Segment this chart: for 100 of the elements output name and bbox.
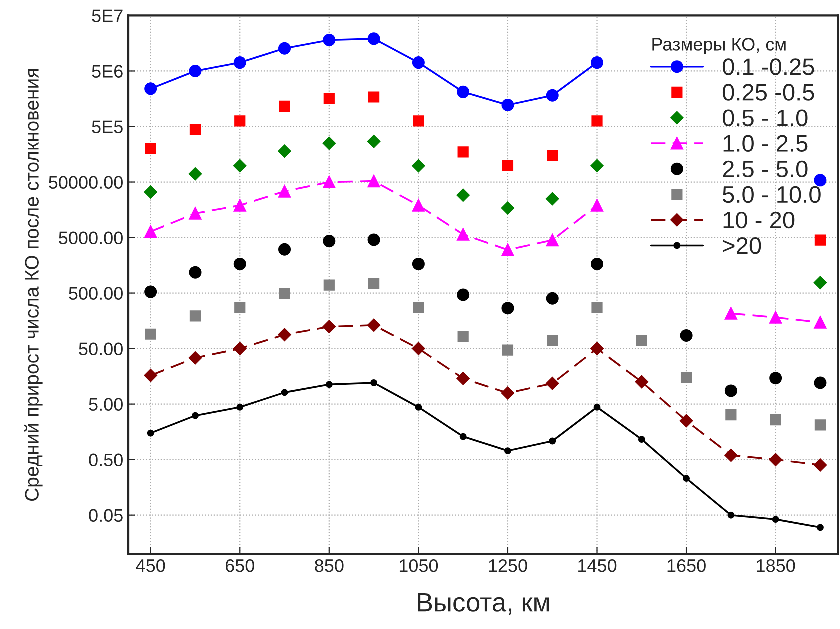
- point: [367, 135, 381, 148]
- point: [814, 376, 827, 390]
- point: [192, 412, 199, 420]
- point: [278, 185, 292, 198]
- point: [278, 42, 292, 55]
- point: [368, 175, 380, 188]
- point: [144, 186, 158, 199]
- point: [502, 244, 514, 256]
- point: [814, 174, 827, 187]
- point: [234, 302, 246, 314]
- point: [546, 234, 559, 247]
- point: [547, 150, 558, 162]
- point: [770, 311, 782, 324]
- point: [189, 207, 202, 220]
- point: [635, 375, 648, 389]
- y-tick-label: 0.50: [89, 454, 123, 467]
- y-tick-label: 5E5: [92, 120, 123, 134]
- point: [323, 34, 336, 46]
- point: [322, 136, 336, 150]
- point: [680, 329, 693, 342]
- point: [460, 433, 467, 440]
- x-tick-label: 450: [136, 559, 166, 572]
- point: [591, 199, 604, 212]
- point: [412, 199, 425, 212]
- point: [456, 188, 470, 202]
- point: [234, 159, 247, 173]
- point: [814, 316, 827, 329]
- point: [145, 143, 156, 154]
- point: [546, 89, 559, 102]
- point: [190, 124, 202, 136]
- legend-label: 0.5 - 1.0: [722, 110, 808, 126]
- point: [680, 372, 692, 384]
- point: [769, 453, 782, 466]
- point: [368, 32, 380, 46]
- point: [188, 352, 202, 365]
- x-tick-label: 1250: [489, 559, 528, 572]
- y-tick-label: 0.05: [89, 509, 123, 522]
- y-axis-title: Средний прирост числа КО после столкновения: [24, 69, 43, 501]
- point: [412, 159, 426, 173]
- point: [412, 258, 425, 270]
- point: [501, 386, 515, 400]
- point: [144, 226, 158, 238]
- point: [326, 381, 333, 388]
- point: [590, 342, 604, 356]
- point: [281, 389, 288, 396]
- point: [278, 144, 292, 158]
- point: [770, 372, 782, 385]
- point: [814, 234, 826, 246]
- point: [189, 266, 202, 279]
- point: [144, 369, 158, 382]
- point: [234, 258, 246, 270]
- point: [457, 288, 470, 302]
- point: [726, 410, 737, 421]
- x-axis-title: Высота, км: [418, 593, 550, 616]
- point: [546, 192, 560, 206]
- point: [323, 235, 336, 248]
- point: [413, 116, 424, 127]
- legend-title: Размеры КО, см: [652, 38, 786, 54]
- legend-label: 1.0 - 2.5: [724, 135, 808, 152]
- point: [502, 98, 514, 112]
- point: [594, 404, 601, 411]
- y-tick-label: 5E6: [92, 65, 123, 78]
- point: [279, 288, 290, 300]
- point: [412, 56, 425, 70]
- point: [728, 512, 735, 519]
- point: [816, 524, 824, 532]
- legend-label: 0.1 -0.25: [722, 58, 814, 76]
- point: [636, 335, 648, 346]
- point: [502, 344, 514, 356]
- point: [368, 278, 380, 290]
- point: [458, 146, 469, 158]
- point: [458, 331, 469, 342]
- point: [324, 93, 335, 104]
- point: [549, 438, 556, 445]
- point: [412, 342, 426, 356]
- point: [324, 280, 335, 291]
- point: [770, 414, 782, 426]
- point: [814, 420, 826, 431]
- y-tick-label: 5E7: [92, 10, 123, 22]
- point: [724, 307, 738, 320]
- point: [591, 258, 604, 270]
- point: [456, 372, 470, 386]
- point: [144, 82, 158, 96]
- point: [590, 159, 604, 173]
- y-tick-label: 50000.00: [49, 176, 123, 189]
- point: [638, 436, 646, 444]
- y-tick-label: 5.00: [89, 398, 123, 412]
- point: [592, 116, 603, 127]
- x-tick-label: 1650: [668, 559, 706, 572]
- point: [368, 92, 380, 103]
- point: [504, 448, 512, 455]
- point: [188, 168, 202, 181]
- legend-label: >20: [723, 237, 762, 254]
- point: [814, 458, 828, 472]
- point: [501, 202, 515, 215]
- point: [546, 377, 560, 390]
- point: [546, 292, 559, 305]
- legend-label: 0.25 -0.5: [722, 84, 814, 101]
- point: [278, 243, 292, 256]
- point: [683, 475, 690, 482]
